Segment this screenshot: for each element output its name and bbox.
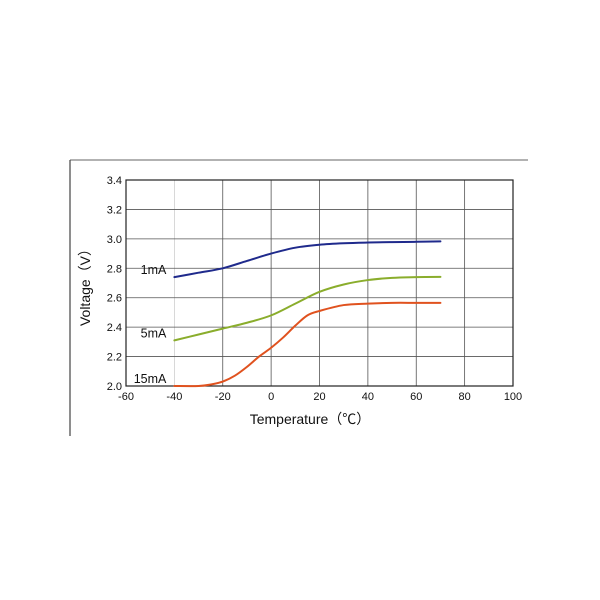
y-axis-title: Voltage（V）: [77, 242, 93, 326]
y-tick-label: 3.0: [107, 234, 122, 246]
series-lines: [173, 240, 442, 388]
series-line-1ma: [173, 240, 442, 279]
x-tick-label: 80: [459, 391, 471, 403]
series-label-5ma: 5mA: [141, 326, 167, 340]
x-tick-label: 100: [504, 391, 522, 403]
y-tick-label: 3.4: [107, 175, 122, 187]
x-tick-label: 60: [410, 391, 422, 403]
y-tick-label: 2.6: [107, 293, 122, 305]
y-tick-label: 2.8: [107, 263, 122, 275]
plot-area-frame: [125, 179, 514, 387]
x-tick-label: -40: [166, 391, 182, 403]
grid: [126, 180, 513, 386]
y-tick-labels: 2.0 2.2 2.4 2.6 2.8 3.0 3.2 3.4: [107, 175, 122, 393]
x-tick-label: -60: [118, 391, 134, 403]
y-tick-label: 2.0: [107, 381, 122, 393]
y-tick-label: 2.4: [107, 322, 122, 334]
y-tick-label: 2.2: [107, 352, 122, 364]
x-tick-label: -20: [215, 391, 231, 403]
x-tick-label: 0: [268, 391, 274, 403]
series-labels: 1mA 5mA 15mA: [134, 263, 167, 386]
series-label-15ma: 15mA: [134, 372, 167, 386]
x-axis-title: Temperature（℃）: [250, 411, 371, 427]
x-tick-labels: -60 -40 -20 0 20 40 60 80 100: [118, 391, 522, 403]
x-tick-label: 20: [313, 391, 325, 403]
series-label-1ma: 1mA: [141, 263, 167, 277]
y-tick-label: 3.2: [107, 204, 122, 216]
x-tick-label: 40: [362, 391, 374, 403]
series-line-5ma: [173, 275, 442, 342]
series-line-15ma: [173, 301, 442, 388]
